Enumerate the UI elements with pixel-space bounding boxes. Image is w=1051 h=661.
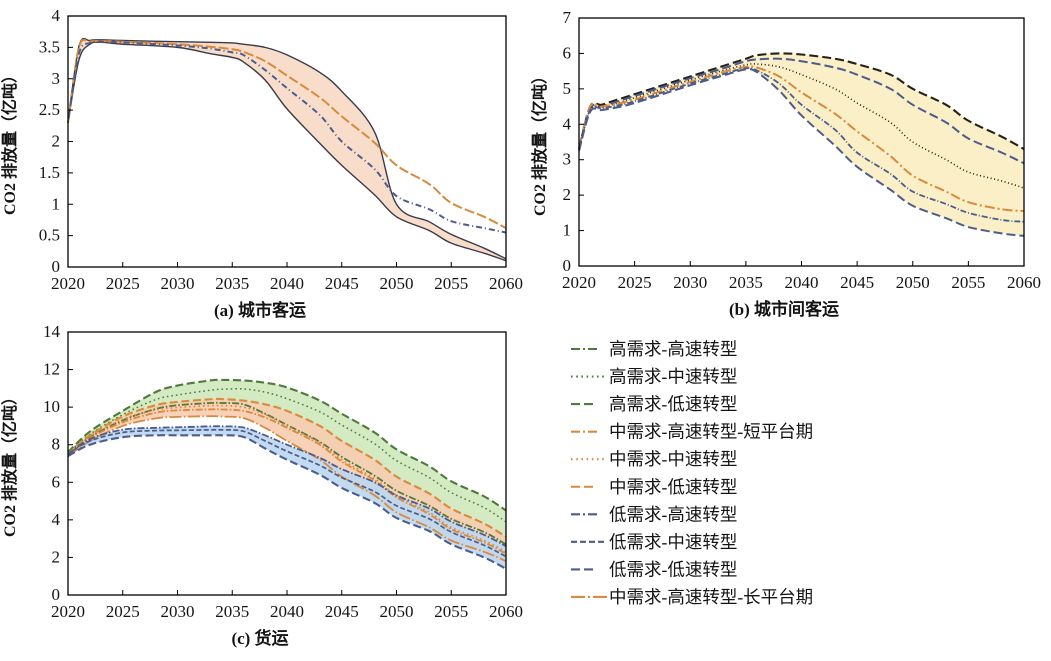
svg-text:2035: 2035: [215, 602, 249, 621]
svg-text:1: 1: [52, 194, 61, 213]
svg-text:中需求-高速转型-短平台期: 中需求-高速转型-短平台期: [609, 422, 813, 442]
svg-text:6: 6: [52, 472, 61, 491]
svg-text:2050: 2050: [380, 602, 414, 621]
svg-text:14: 14: [43, 322, 61, 341]
svg-text:2055: 2055: [434, 274, 468, 293]
svg-text:10: 10: [43, 397, 60, 416]
svg-text:2040: 2040: [270, 602, 304, 621]
svg-text:CO2 排放量（亿吨）: CO2 排放量（亿吨）: [530, 68, 549, 216]
svg-text:(b) 城市间客运: (b) 城市间客运: [729, 299, 839, 319]
svg-text:2030: 2030: [673, 273, 707, 292]
svg-text:0: 0: [563, 256, 572, 275]
svg-text:中需求-高速转型-长平台期: 中需求-高速转型-长平台期: [609, 587, 813, 607]
svg-text:2025: 2025: [618, 273, 652, 292]
svg-text:3: 3: [563, 150, 572, 169]
svg-text:3: 3: [52, 69, 61, 88]
svg-text:2035: 2035: [215, 274, 249, 293]
svg-text:2060: 2060: [1007, 273, 1041, 292]
svg-text:2: 2: [52, 547, 61, 566]
svg-text:2.5: 2.5: [39, 100, 60, 119]
svg-text:低需求-中速转型: 低需求-中速转型: [609, 532, 737, 552]
svg-text:低需求-低速转型: 低需求-低速转型: [609, 559, 737, 579]
svg-text:2035: 2035: [729, 273, 763, 292]
svg-text:4: 4: [52, 510, 61, 529]
svg-text:2045: 2045: [840, 273, 874, 292]
svg-text:2055: 2055: [951, 273, 985, 292]
svg-text:8: 8: [52, 435, 61, 454]
svg-text:2045: 2045: [325, 274, 359, 293]
svg-text:(a) 城市客运: (a) 城市客运: [214, 300, 306, 320]
svg-text:CO2 排放量（亿吨）: CO2 排放量（亿吨）: [0, 389, 19, 537]
svg-text:2050: 2050: [380, 274, 414, 293]
svg-text:2060: 2060: [489, 602, 523, 621]
svg-text:0: 0: [52, 585, 61, 604]
svg-text:7: 7: [563, 8, 572, 27]
svg-text:高需求-中速转型: 高需求-中速转型: [609, 367, 737, 387]
svg-text:高需求-低速转型: 高需求-低速转型: [609, 394, 737, 414]
svg-text:2020: 2020: [51, 602, 85, 621]
svg-text:5: 5: [563, 79, 572, 98]
svg-text:12: 12: [43, 360, 60, 379]
svg-text:4: 4: [563, 114, 572, 133]
svg-text:(c) 货运: (c) 货运: [231, 628, 288, 648]
svg-text:2: 2: [563, 185, 572, 204]
svg-text:0.5: 0.5: [39, 226, 60, 245]
svg-text:2040: 2040: [785, 273, 819, 292]
svg-text:4: 4: [52, 6, 61, 25]
svg-text:2030: 2030: [161, 602, 195, 621]
svg-text:中需求-中速转型: 中需求-中速转型: [609, 449, 737, 469]
svg-text:1: 1: [563, 221, 572, 240]
svg-text:2: 2: [52, 132, 61, 151]
svg-text:3.5: 3.5: [39, 37, 60, 56]
svg-text:低需求-高速转型: 低需求-高速转型: [609, 504, 737, 524]
svg-text:2025: 2025: [106, 274, 140, 293]
svg-text:2020: 2020: [51, 274, 85, 293]
svg-text:2045: 2045: [325, 602, 359, 621]
svg-text:2020: 2020: [562, 273, 596, 292]
svg-text:高需求-高速转型: 高需求-高速转型: [609, 339, 737, 359]
svg-text:0: 0: [52, 257, 61, 276]
svg-text:2030: 2030: [161, 274, 195, 293]
svg-text:2025: 2025: [106, 602, 140, 621]
svg-text:2040: 2040: [270, 274, 304, 293]
svg-text:2055: 2055: [434, 602, 468, 621]
svg-text:中需求-低速转型: 中需求-低速转型: [609, 477, 737, 497]
svg-text:2050: 2050: [896, 273, 930, 292]
svg-text:2060: 2060: [489, 274, 523, 293]
svg-text:6: 6: [563, 43, 572, 62]
svg-text:CO2 排放量（亿吨）: CO2 排放量（亿吨）: [0, 67, 19, 215]
svg-text:1.5: 1.5: [39, 163, 60, 182]
